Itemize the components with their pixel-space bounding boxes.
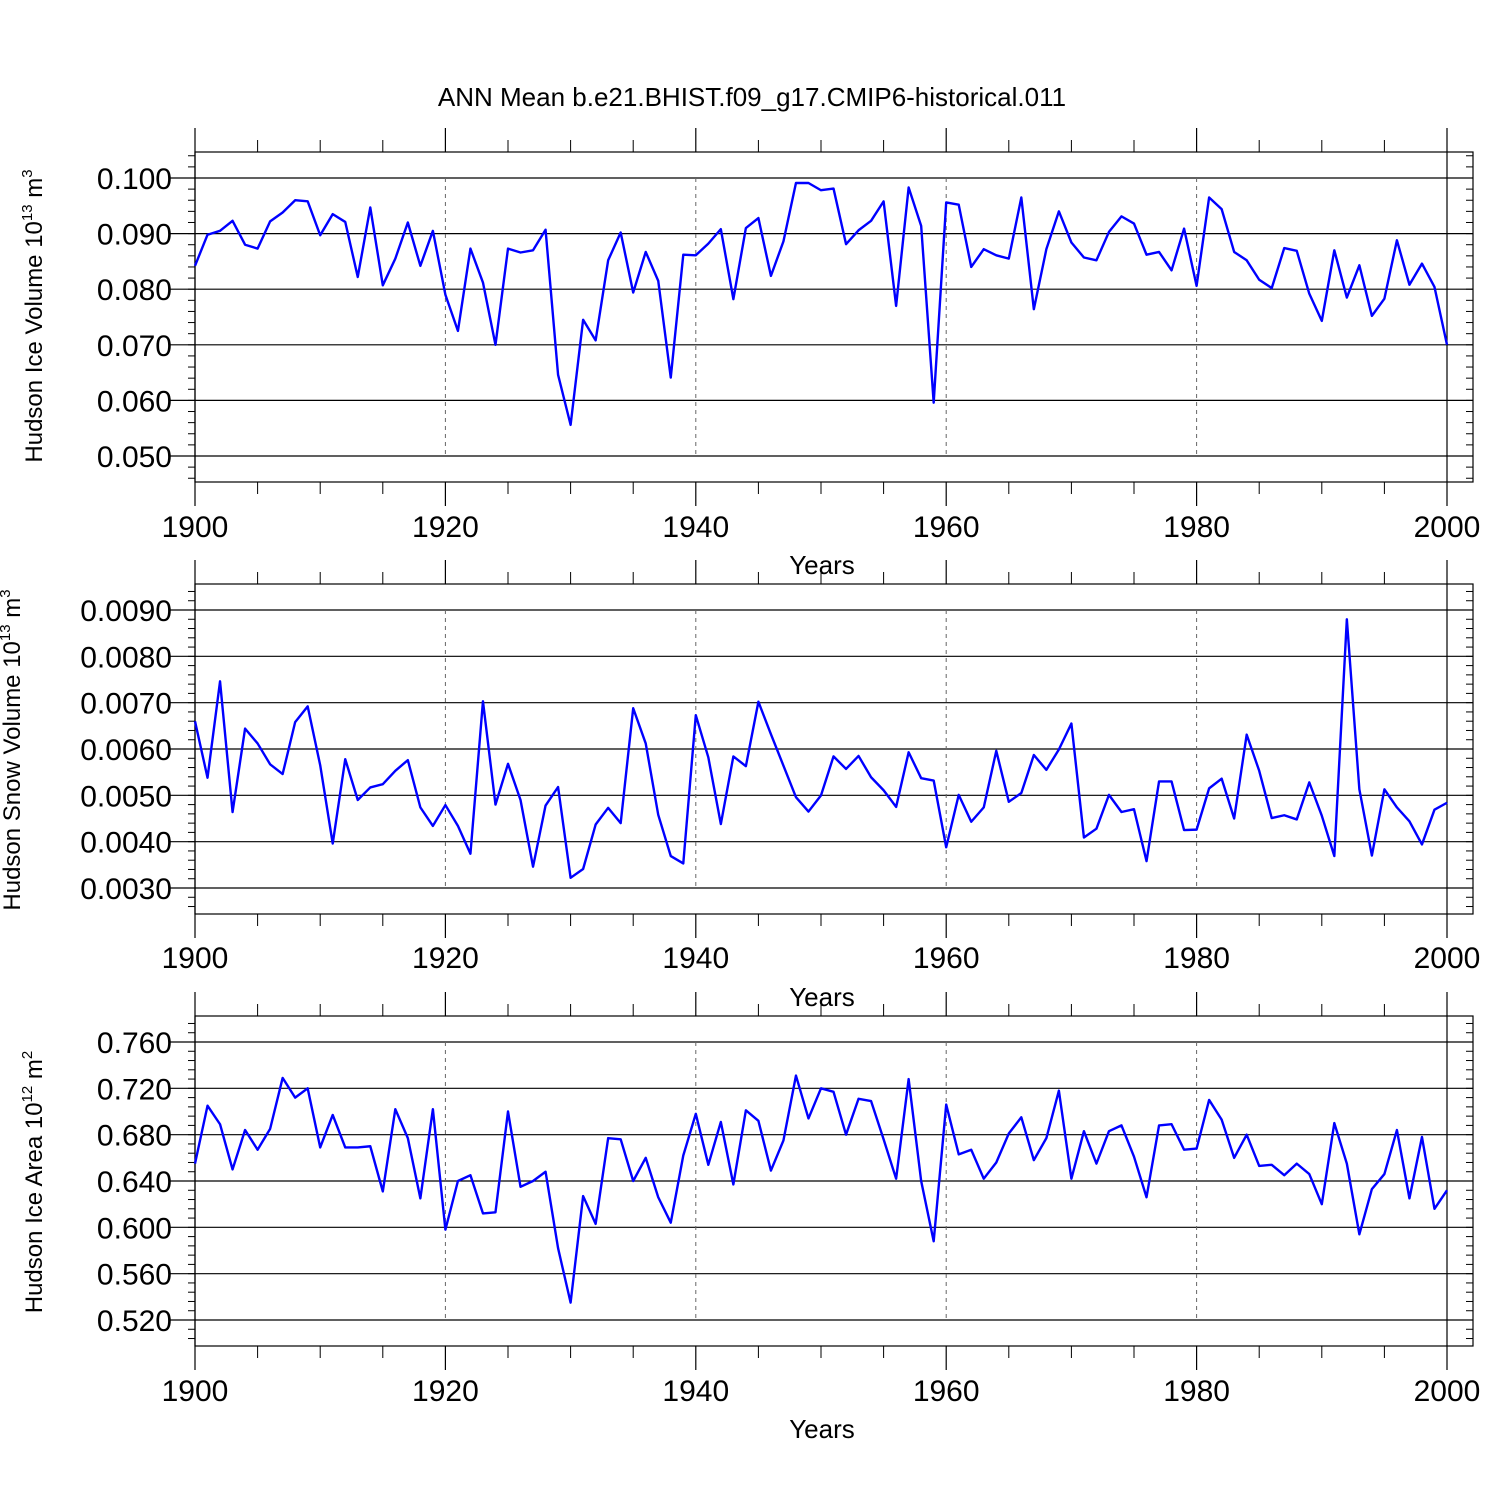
- snow-volume-xtick-label: 1920: [412, 942, 479, 975]
- ice-volume-xtick-label: 2000: [1414, 511, 1481, 544]
- ice-volume-ytick-label: 0.080: [97, 274, 172, 307]
- ice-area-ytick-label: 0.640: [97, 1166, 172, 1199]
- ice-volume-xtick-label: 1960: [913, 511, 980, 544]
- ice-volume-ytick-label: 0.060: [97, 385, 172, 418]
- snow-volume-ytick-label: 0.0060: [80, 734, 172, 767]
- ice-volume-panel: Hudson Ice Volume 1013 m3 Years 0.050 0.0…: [19, 128, 1480, 580]
- ice-volume-ytick-label: 0.100: [97, 163, 172, 196]
- ice-area-ytick-label: 0.680: [97, 1120, 172, 1153]
- ice-volume-xtick-label: 1900: [162, 511, 229, 544]
- snow-volume-xtick-label: 1940: [662, 942, 729, 975]
- snow-volume-ytick-label: 0.0050: [80, 780, 172, 813]
- ice-area-panel: Hudson Ice Area 1012 m2 Years 0.520 0.560…: [19, 992, 1480, 1444]
- ice-area-series-line: [193, 1074, 1448, 1304]
- ice-volume-xtick-label: 1940: [662, 511, 729, 544]
- ice-area-ytick-label: 0.720: [97, 1073, 172, 1106]
- snow-volume-ytick-label: 0.0040: [80, 827, 172, 860]
- ice-area-xtick-label: 1980: [1163, 1375, 1230, 1408]
- ice-volume-ytick-label: 0.070: [97, 330, 172, 363]
- ice-area-xtick-label: 1900: [162, 1375, 229, 1408]
- ice-volume-xlabel: Years: [789, 550, 855, 580]
- ice-area-xlabel: Years: [789, 1414, 855, 1444]
- ice-area-ytick-label: 0.520: [97, 1305, 172, 1338]
- snow-volume-xtick-label: 1900: [162, 942, 229, 975]
- snow-volume-panel: Hudson Snow Volume 1013 m3 Years 0.0030 0…: [0, 560, 1480, 1012]
- snow-volume-ylabel: Hudson Snow Volume 1013 m3: [0, 589, 26, 910]
- ice-area-xtick-label: 1920: [412, 1375, 479, 1408]
- ice-area-ytick-label: 0.560: [97, 1259, 172, 1292]
- snow-volume-series-line: [193, 618, 1448, 880]
- snow-volume-xtick-label: 2000: [1414, 942, 1481, 975]
- ice-area-xtick-label: 1960: [913, 1375, 980, 1408]
- ice-volume-series-line: [193, 181, 1449, 427]
- ice-area-ytick-label: 0.760: [97, 1027, 172, 1060]
- ice-area-xtick-label: 1940: [662, 1375, 729, 1408]
- ice-volume-frame: [194, 151, 1474, 483]
- ice-volume-ylabel: Hudson Ice Volume 1013 m3: [19, 169, 48, 462]
- snow-volume-ytick-label: 0.0070: [80, 688, 172, 721]
- ice-volume-xtick-label: 1920: [412, 511, 479, 544]
- snow-volume-xtick-label: 1980: [1163, 942, 1230, 975]
- snow-volume-xtick-label: 1960: [913, 942, 980, 975]
- ice-area-xtick-label: 2000: [1414, 1375, 1481, 1408]
- snow-volume-ytick-label: 0.0090: [80, 595, 172, 628]
- snow-volume-xlabel: Years: [789, 982, 855, 1012]
- ice-volume-xtick-label: 1980: [1163, 511, 1230, 544]
- chart-title: ANN Mean b.e21.BHIST.f09_g17.CMIP6-histo…: [438, 82, 1066, 112]
- ice-volume-ytick-label: 0.050: [97, 441, 172, 474]
- ice-area-ylabel: Hudson Ice Area 1012 m2: [19, 1051, 48, 1314]
- ice-volume-ytick-label: 0.090: [97, 219, 172, 252]
- snow-volume-ytick-label: 0.0080: [80, 641, 172, 674]
- snow-volume-ytick-label: 0.0030: [80, 873, 172, 906]
- ice-area-ytick-label: 0.600: [97, 1212, 172, 1245]
